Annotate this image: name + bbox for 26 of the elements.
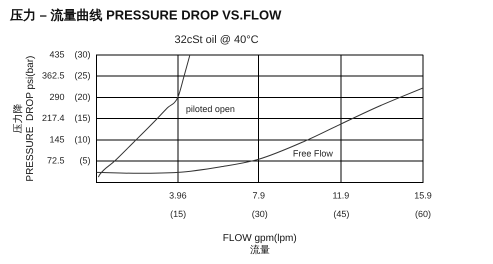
x-axis-title: FLOW gpm(lpm) 流量 [222,232,297,256]
y-tick-label: 72.5 [46,156,65,166]
x2-tick-label: (60) [414,209,432,220]
series-label: piloted open [186,104,235,114]
chart-title: 压力 – 流量曲线 PRESSURE DROP VS.FLOW [9,7,282,22]
x-tick-label: 11.9 [332,190,350,200]
y2-tick-label: (25) [74,70,91,81]
y2-tick-label: (5) [80,156,91,166]
y2-tick-label: (30) [74,49,91,60]
y2-tick-label: (15) [74,113,91,124]
y2-tick-label: (20) [74,92,91,102]
x-tick-label: 7.9 [252,190,265,200]
y-tick-label: 217.4 [42,113,65,124]
y-tick-label: 435 [49,49,65,60]
x2-tick-label: (30) [252,209,268,220]
y-tick-label: 145 [49,134,65,144]
y-tick-label: 362.5 [42,70,65,81]
y-tick-label: 290 [49,92,65,102]
chart-subtitle: 32cSt oil @ 40°C [174,34,259,46]
x-tick-label: 3.96 [169,190,187,200]
x2-tick-label: (15) [170,209,186,220]
x2-tick-label: (45) [333,209,350,220]
y2-tick-label: (10) [74,134,91,144]
y-axis-title: 压力降 PRESSURE DROP psi(bar) [12,56,36,182]
x-tick-label: 15.9 [414,190,432,200]
series-label: Free Flow [292,148,334,159]
